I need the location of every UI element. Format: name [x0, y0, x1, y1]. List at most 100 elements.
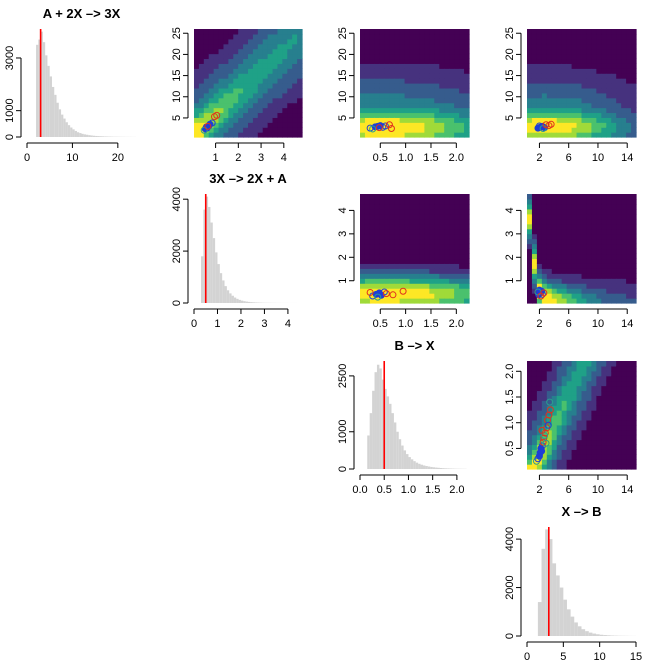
density-cell: [576, 38, 583, 45]
density-cell: [571, 122, 578, 128]
density-cell: [546, 243, 553, 250]
density-cell: [404, 273, 411, 279]
density-cell: [616, 203, 622, 210]
density-cell: [409, 102, 416, 109]
density-cell: [571, 132, 578, 138]
density-cell: [566, 410, 573, 416]
density-cell: [213, 107, 220, 114]
density-cell: [606, 361, 612, 367]
density-cell: [631, 122, 637, 128]
density-cell: [576, 293, 583, 299]
density-cell: [601, 380, 607, 387]
histogram-title: B –> X: [394, 338, 434, 353]
density-cell: [414, 92, 421, 99]
density-cell: [551, 459, 558, 465]
density-cell: [576, 253, 583, 260]
density-cell: [616, 87, 622, 94]
density-cell: [551, 380, 558, 387]
density-cell: [257, 107, 264, 114]
density-cell: [429, 253, 435, 260]
density-cell: [203, 112, 210, 118]
density-cell: [399, 127, 406, 133]
density-cell: [551, 48, 558, 55]
density-cell: [556, 410, 563, 416]
density-cell: [414, 278, 421, 284]
y-tick-label: 15: [337, 69, 349, 81]
density-cell: [404, 198, 411, 205]
density-cell: [223, 33, 229, 40]
density-cell: [581, 53, 588, 60]
density-cell: [364, 213, 371, 220]
density-cell: [571, 78, 578, 84]
histogram-bar: [442, 468, 445, 469]
density-cell: [536, 375, 543, 382]
density-cell: [611, 395, 617, 401]
density-cell: [606, 78, 612, 84]
density-cell: [419, 233, 426, 240]
density-cell: [621, 268, 627, 274]
density-cell: [591, 268, 597, 274]
density-cell: [546, 454, 553, 460]
density-cell: [434, 38, 440, 45]
density-cell: [429, 258, 435, 264]
y-tick-label: 2: [504, 254, 516, 260]
density-cell: [561, 112, 568, 118]
density-cell: [272, 48, 279, 55]
density-cell: [576, 132, 583, 138]
density-cell: [566, 208, 573, 215]
density-cell: [571, 273, 578, 279]
density-cell: [464, 53, 470, 60]
density-cell: [611, 53, 617, 60]
density-cell: [369, 92, 376, 99]
density-cell: [626, 258, 632, 264]
density-cell: [379, 107, 386, 114]
density-cell: [389, 228, 396, 235]
density-cell: [536, 278, 543, 284]
density-cell: [541, 223, 548, 230]
density-cell: [409, 268, 416, 274]
density-cell: [464, 293, 470, 299]
density-cell: [369, 132, 376, 138]
density-cell: [561, 78, 568, 84]
density-cell: [606, 464, 612, 470]
density-cell: [566, 365, 573, 372]
density-cell: [626, 97, 632, 104]
density-cell: [601, 298, 607, 304]
density-cell: [551, 117, 558, 123]
y-tick-label: 4: [337, 207, 349, 213]
density-cell: [252, 29, 259, 35]
density-cell: [292, 117, 298, 123]
density-cell: [297, 132, 303, 138]
density-cell: [252, 33, 259, 40]
density-cell: [611, 298, 617, 304]
density-cell: [248, 117, 254, 123]
histogram-bar: [444, 468, 448, 469]
density-cell: [591, 233, 597, 240]
density-cell: [434, 112, 440, 118]
density-cell: [414, 194, 421, 200]
density-cell: [374, 283, 381, 289]
density-cell: [218, 127, 225, 133]
density-cell: [606, 233, 612, 240]
density-cell: [248, 73, 254, 79]
density-cell: [374, 203, 381, 210]
density-cell: [571, 228, 578, 235]
density-cell: [606, 449, 612, 455]
density-cell: [198, 33, 205, 40]
density-cell: [198, 83, 205, 89]
density-cell: [228, 92, 234, 99]
density-cell: [434, 253, 440, 260]
density-cell: [546, 365, 553, 372]
density-cell: [561, 258, 568, 264]
density-cell: [556, 194, 563, 200]
density-cell: [571, 213, 578, 220]
density-cell: [561, 400, 568, 406]
density-cell: [262, 68, 269, 74]
density-cell: [621, 385, 627, 392]
density-cell: [556, 213, 563, 220]
density-cell: [561, 243, 568, 250]
x-tick-label: 6: [566, 484, 572, 496]
density-cell: [449, 243, 455, 250]
density-cell: [616, 365, 622, 372]
density-cell: [591, 83, 597, 89]
